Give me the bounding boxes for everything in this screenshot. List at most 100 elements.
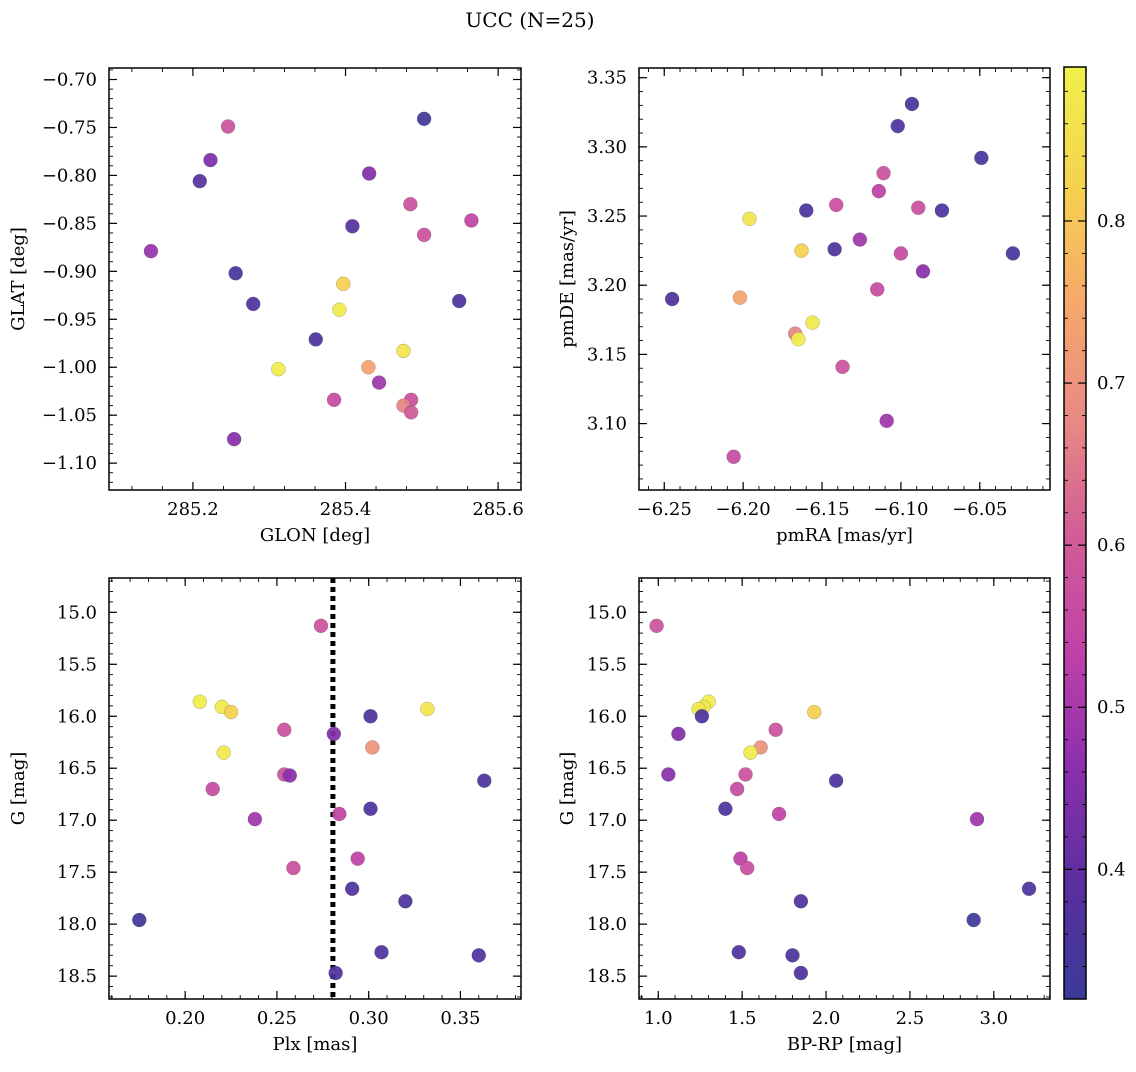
y-tick-label: 16.5 (587, 758, 627, 779)
x-tick-label: 285.4 (320, 499, 372, 520)
y-axis-label: GLAT [deg] (8, 227, 29, 331)
data-point (893, 246, 909, 261)
y-tick-label: 16.0 (587, 706, 627, 727)
data-point (879, 413, 894, 429)
x-axis-label: Plx [mas] (273, 1034, 358, 1055)
y-tick-label: 17.0 (57, 810, 97, 831)
data-point (852, 232, 868, 247)
data-point (664, 291, 680, 307)
subplot-pmra-pmde: −6.25 −6.20 −6.15 −6.10 −6.05 3.10 3.15 3.20 3.2… (557, 67, 1051, 546)
data-point (738, 767, 753, 782)
data-point (791, 331, 806, 347)
x-tick-label: 285.6 (472, 499, 524, 520)
data-point (799, 203, 814, 218)
axes-frame (108, 67, 522, 491)
y-tick-label: 18.0 (57, 914, 97, 935)
x-tick-label: 0.25 (257, 1008, 297, 1029)
points-pmra-pmde (664, 96, 1021, 464)
data-point (934, 203, 950, 218)
data-point (807, 704, 822, 720)
y-tick-label: −0.80 (42, 165, 97, 186)
data-point (729, 781, 745, 797)
data-point (793, 965, 809, 981)
x-tick-label: 3.0 (979, 1008, 1008, 1029)
data-point (326, 392, 342, 408)
data-point (286, 860, 301, 876)
data-point (1021, 881, 1037, 897)
x-tick-label: 285.2 (167, 499, 219, 520)
axes-frame (638, 67, 1051, 491)
data-point (420, 701, 435, 717)
data-point (350, 851, 365, 866)
y-tick-label: 3.30 (587, 137, 627, 158)
y-tick-label: −1.10 (42, 453, 97, 474)
data-point (203, 152, 218, 168)
points-plx-g (132, 618, 492, 981)
axes-frame (108, 577, 522, 1000)
data-point (332, 302, 347, 317)
data-point (363, 709, 378, 724)
points-glon-glat (143, 111, 479, 447)
data-point (915, 264, 931, 279)
y-tick-label: 3.35 (587, 68, 627, 89)
data-point (396, 343, 411, 359)
x-tick-label: 2.0 (812, 1008, 841, 1029)
data-point (245, 296, 261, 312)
colorbar-gradient (1064, 67, 1086, 999)
y-tick-label: −1.00 (42, 357, 97, 378)
y-tick-label: 3.10 (587, 414, 627, 435)
x-axis-label: GLON [deg] (260, 525, 370, 546)
x-axis-label: pmRA [mas/yr] (776, 525, 913, 546)
y-tick-label: 15.5 (57, 654, 97, 675)
data-point (969, 811, 985, 827)
data-point (649, 618, 664, 634)
data-point (793, 894, 809, 909)
data-point (743, 745, 758, 760)
data-point (216, 745, 231, 760)
data-point (785, 948, 800, 963)
y-tick-label: −1.05 (42, 405, 97, 426)
data-point (247, 811, 263, 827)
data-point (870, 282, 885, 297)
data-point (771, 806, 787, 822)
y-tick-label: 18.0 (587, 914, 627, 935)
colorbar-tick-label: 0.4 (1097, 859, 1126, 880)
colorbar: 0.4 0.5 0.6 0.7 0.8 (1063, 66, 1126, 1000)
data-point (768, 722, 783, 737)
y-tick-label: −0.70 (42, 70, 97, 91)
y-tick-label: 18.5 (587, 966, 627, 987)
colorbar-tick-label: 0.8 (1097, 211, 1126, 232)
data-point (890, 118, 905, 134)
y-tick-label: 17.5 (57, 862, 97, 883)
data-point (374, 945, 389, 960)
data-point (1005, 246, 1021, 261)
x-tick-label: 1.5 (728, 1008, 757, 1029)
data-point (363, 801, 378, 816)
y-tick-label: −0.85 (42, 213, 97, 234)
colorbar-tick-label: 0.6 (1097, 535, 1126, 556)
data-point (742, 211, 757, 227)
data-point (277, 722, 292, 737)
data-point (344, 881, 360, 897)
data-point (731, 945, 747, 960)
data-point (805, 315, 820, 330)
data-point (332, 806, 347, 822)
data-point (694, 709, 710, 724)
y-tick-label: −0.90 (42, 261, 97, 282)
subplot-glon-glat: 285.2 285.4 285.6 −1.10 −1.05 −1.00 −0.95 −0.90… (8, 67, 524, 546)
data-point (829, 197, 844, 213)
data-point (192, 173, 207, 189)
data-point (477, 773, 492, 788)
data-point (827, 242, 842, 257)
data-point (904, 96, 920, 112)
subplot-bprp-g: 1.0 1.5 2.0 2.5 3.0 15.0 15.5 16.0 16.5 17.0 17.5 1… (557, 577, 1051, 1055)
y-tick-label: 16.0 (57, 706, 97, 727)
x-axis-label: BP-RP [mag] (787, 1034, 902, 1055)
data-point (726, 449, 741, 464)
data-point (794, 243, 809, 258)
data-point (403, 405, 419, 420)
y-tick-label: 3.15 (587, 344, 627, 365)
y-axis-label: G [mag] (557, 752, 578, 825)
